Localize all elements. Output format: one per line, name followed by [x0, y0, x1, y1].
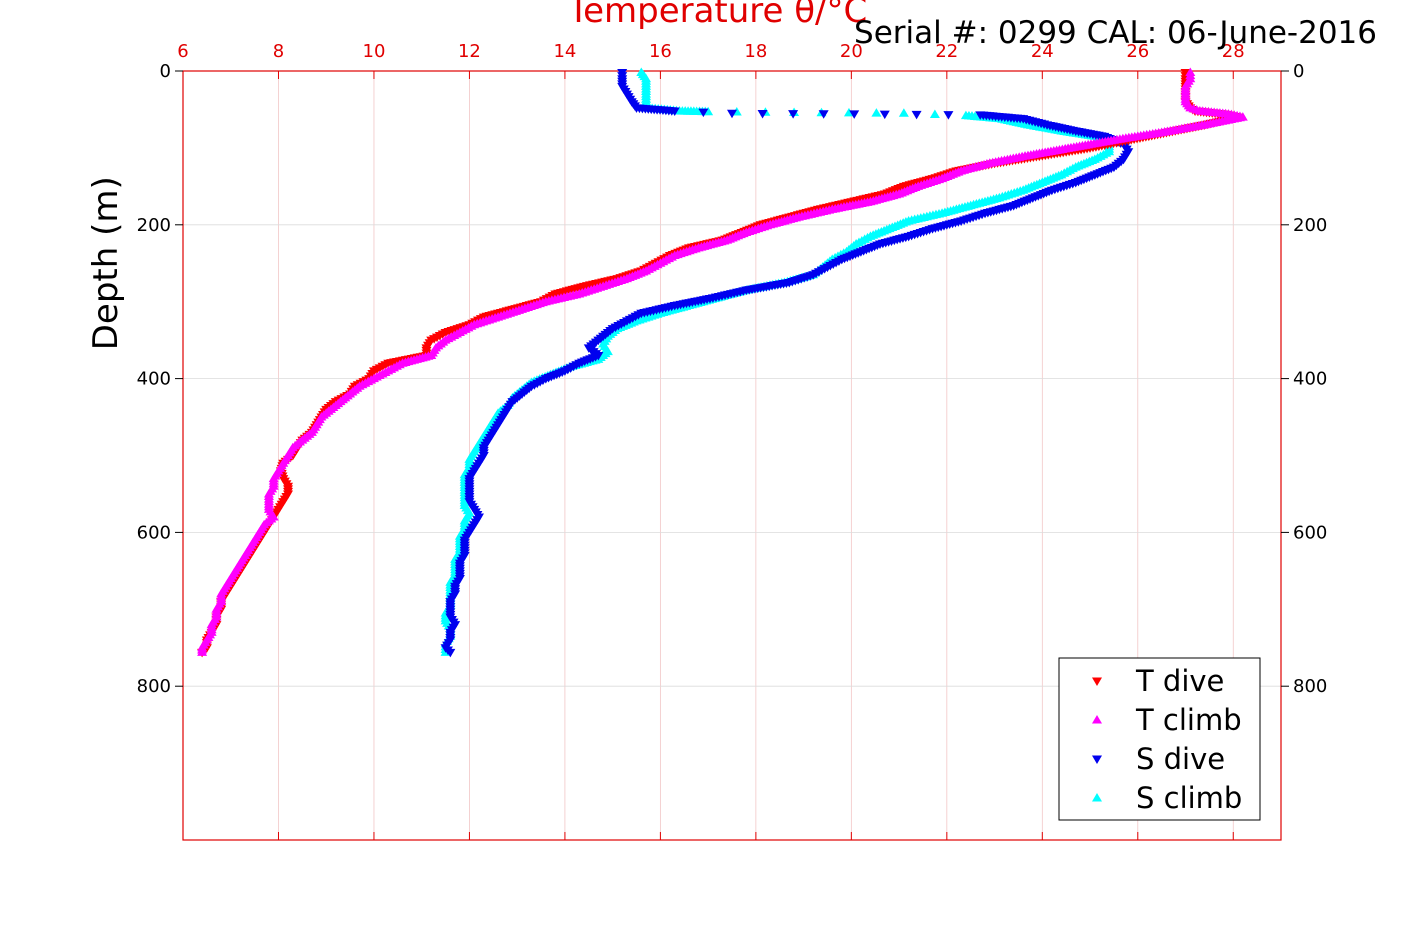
legend-entry: S climb: [1092, 781, 1242, 815]
legend-marker: [1092, 755, 1102, 764]
y-tick-label-right: 400: [1293, 369, 1327, 390]
series-t-climb: [197, 67, 1248, 656]
data-point: [929, 109, 940, 118]
data-point: [445, 648, 456, 658]
legend-entry: T dive: [1092, 664, 1224, 698]
y-tick-label-right: 200: [1293, 215, 1327, 236]
legend-label: T climb: [1135, 703, 1242, 737]
x-tick-label: 22: [935, 41, 958, 62]
serial-annotation: Serial #: 0299 CAL: 06-June-2016: [854, 15, 1377, 51]
legend-marker: [1092, 715, 1102, 724]
data-point: [757, 109, 768, 119]
data-point: [669, 107, 680, 116]
data-point: [788, 110, 799, 119]
legend-label: S climb: [1136, 781, 1242, 815]
x-tick-label: 10: [363, 41, 386, 62]
data-point: [727, 109, 737, 119]
x-tick-label: 12: [458, 41, 481, 62]
x-tick-label: 18: [744, 41, 767, 62]
legend-entry: S dive: [1092, 742, 1225, 776]
x-tick-label: 26: [1126, 41, 1149, 62]
axes: 6 8 10 12 14 16 18 20 22 24 26 28 0 0 200 200 400 400 600 6…: [137, 41, 1327, 840]
x-tick-label: 6: [177, 41, 188, 62]
data-point: [698, 108, 709, 118]
x-tick-label: 8: [273, 41, 284, 62]
data-point: [818, 110, 829, 119]
y-axis-label: Depth (m): [86, 176, 126, 350]
y-tick-label-left: 200: [137, 215, 171, 236]
legend-entry: T climb: [1092, 703, 1242, 737]
legend-box: [1058, 657, 1261, 821]
legend-label: T dive: [1135, 664, 1224, 698]
x-tick-label: 20: [840, 41, 863, 62]
y-tick-label-left: 0: [160, 61, 171, 82]
y-tick-label-right: 800: [1293, 676, 1327, 697]
data-point: [911, 110, 922, 120]
y-tick-label-left: 600: [137, 522, 171, 543]
data-point: [843, 107, 854, 117]
data-point: [849, 110, 860, 119]
legend-label: S dive: [1136, 742, 1225, 776]
legend-marker: [1092, 793, 1102, 802]
x-tick-label: 14: [553, 41, 576, 62]
y-tick-label-left: 800: [137, 676, 171, 697]
series-t-dive: [197, 69, 1244, 658]
legend-marker: [1092, 677, 1102, 686]
legend: T dive T climb S dive S climb: [1058, 657, 1261, 821]
y-tick-label-right: 0: [1293, 61, 1304, 82]
plot-area-frame: [182, 70, 1282, 841]
data-series: [197, 67, 1248, 658]
chart-title: Temperature θ/°C: [567, 0, 867, 31]
x-tick-label: 28: [1222, 41, 1245, 62]
y-tick-label-left: 400: [137, 369, 171, 390]
data-point: [197, 647, 208, 656]
x-tick-label: 16: [649, 41, 672, 62]
y-tick-label-right: 600: [1293, 522, 1327, 543]
data-point: [871, 108, 882, 117]
data-point: [879, 110, 890, 120]
series-s-dive: [440, 69, 1134, 658]
data-point: [898, 108, 909, 117]
x-tick-label: 24: [1031, 41, 1054, 62]
data-point: [943, 111, 954, 120]
